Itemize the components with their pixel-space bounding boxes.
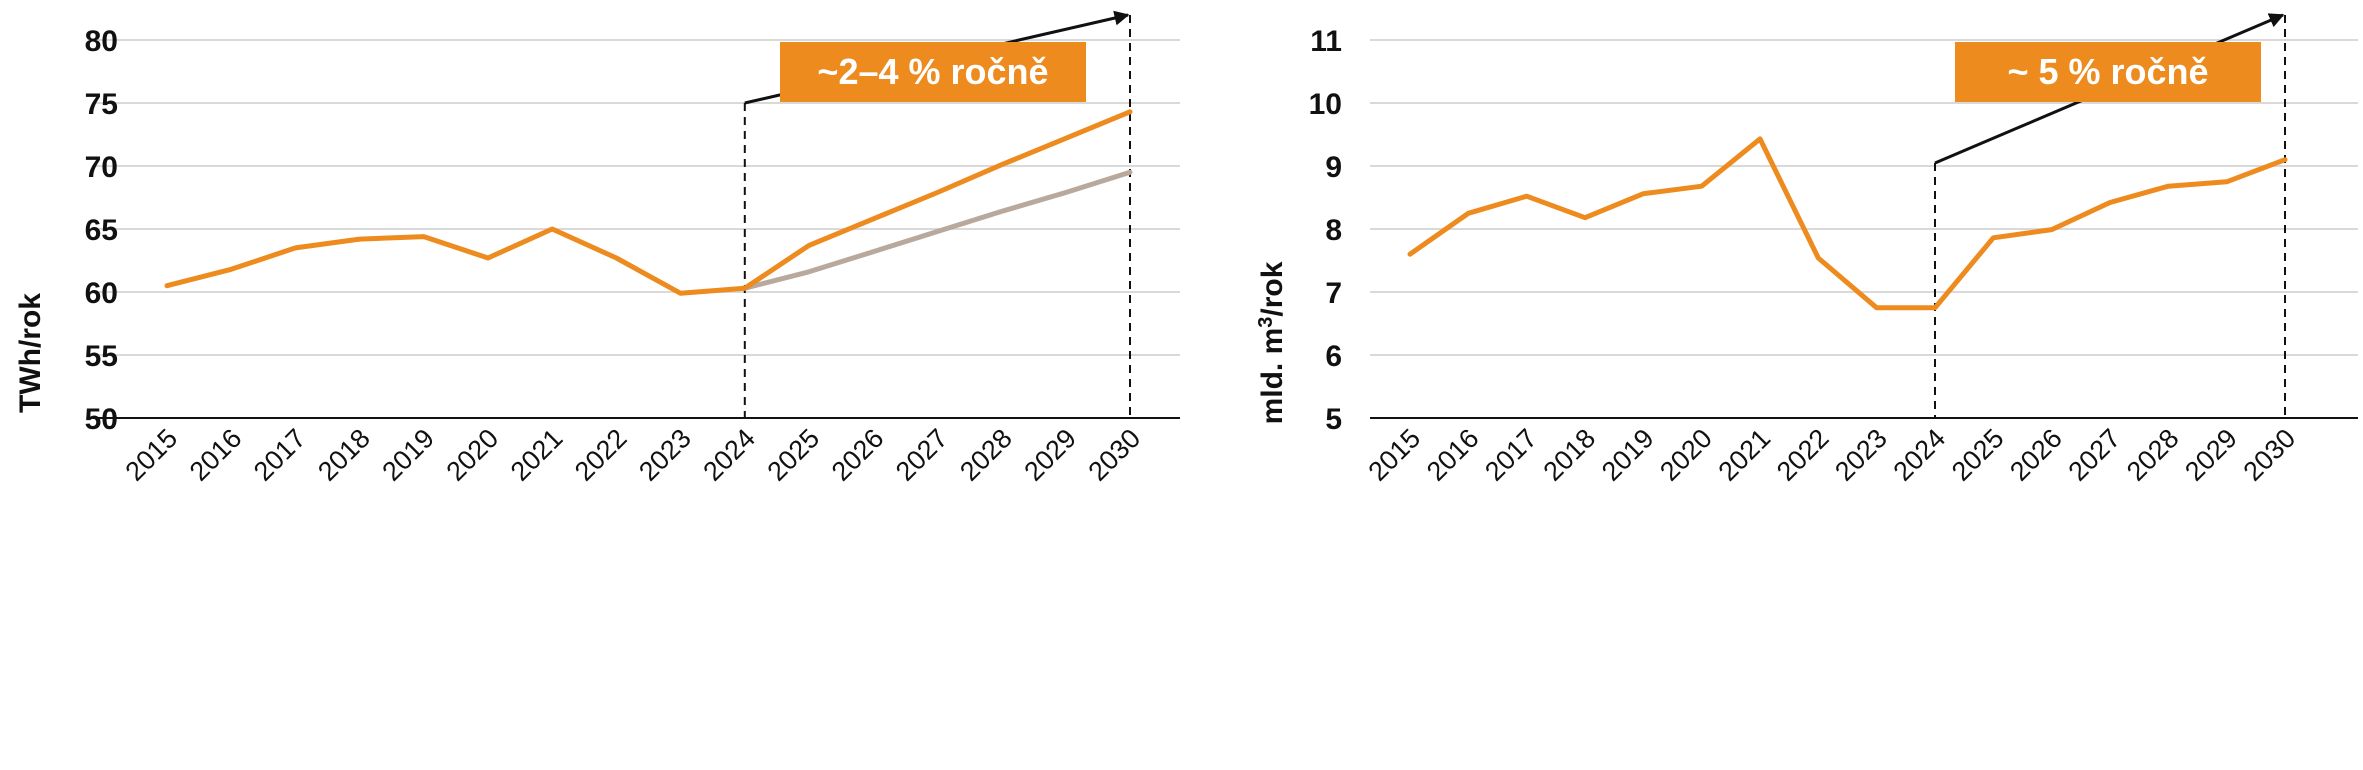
x-tick-label: 2029 — [1018, 423, 1082, 487]
x-tick-label: 2024 — [1888, 423, 1952, 487]
y-tick-label: 6 — [1325, 340, 1342, 373]
y-axis-label-main: mld. m — [1256, 328, 1289, 425]
y-tick-label: 75 — [85, 88, 118, 121]
y-tick-label: 11 — [1310, 25, 1342, 58]
x-tick-label: 2018 — [1538, 423, 1602, 487]
y-tick-label: 80 — [85, 25, 118, 58]
annotation-badge-bg — [780, 42, 1086, 102]
y-axis-label: mld. m3/rok — [1255, 261, 1289, 424]
x-tick-label: 2017 — [248, 423, 312, 487]
x-tick-label: 2020 — [441, 423, 505, 487]
x-tick-label: 2025 — [762, 423, 826, 487]
series-line-orange — [1407, 136, 2288, 311]
x-tick-label: 2017 — [1479, 423, 1543, 487]
x-tick-label: 2021 — [1713, 423, 1777, 487]
gridlines — [92, 39, 1180, 419]
x-tick-label: 2024 — [697, 423, 761, 487]
y-axis-label-tail: /rok — [1256, 261, 1289, 316]
x-tick-label: 2023 — [1829, 423, 1893, 487]
annotation-badge: ~2–4 % ročně — [780, 42, 1086, 102]
x-tick-label: 2027 — [890, 423, 954, 487]
x-tick-label: 2015 — [120, 423, 184, 487]
x-tick-label: 2028 — [2121, 423, 2185, 487]
x-tick-label: 2029 — [2179, 423, 2243, 487]
y-tick-label: 55 — [85, 340, 118, 373]
y-tick-label: 9 — [1325, 151, 1342, 184]
x-tick-label: 2019 — [1596, 423, 1660, 487]
y-tick-label: 60 — [85, 277, 118, 310]
y-tick-label: 10 — [1309, 88, 1342, 121]
x-tick-label: 2026 — [826, 423, 890, 487]
x-tick-label: 2016 — [184, 423, 248, 487]
x-tick-label: 2020 — [1654, 423, 1718, 487]
y-tick-label: 5 — [1325, 403, 1342, 436]
x-tick-label: 2030 — [1083, 423, 1147, 487]
x-tick-label: 2027 — [2063, 423, 2127, 487]
x-tick-label: 2026 — [2004, 423, 2068, 487]
y-tick-label: 65 — [85, 214, 118, 247]
y-tick-label: 7 — [1325, 277, 1342, 310]
x-tick-label: 2019 — [376, 423, 440, 487]
x-tick-label: 2028 — [954, 423, 1018, 487]
series-lines — [164, 109, 1133, 296]
x-tick-labels: 2015201620172018201920202021202220232024… — [1363, 423, 2302, 487]
x-tick-label: 2016 — [1421, 423, 1485, 487]
x-tick-label: 2021 — [505, 423, 569, 487]
annotation-badge: ~ 5 % ročně — [1955, 42, 2261, 102]
y-tick-label: 8 — [1325, 214, 1342, 247]
annotation-badge-bg — [1955, 42, 2261, 102]
annotation-badge-text: ~2–4 % ročně — [817, 51, 1048, 92]
y-axis-label: TWh/rok — [14, 293, 47, 413]
x-tick-label: 2022 — [569, 423, 633, 487]
series-line-gray — [742, 169, 1133, 291]
x-tick-label: 2025 — [1946, 423, 2010, 487]
series-line-orange — [164, 109, 1133, 296]
x-tick-label: 2015 — [1363, 423, 1427, 487]
x-tick-label: 2018 — [312, 423, 376, 487]
series-lines — [1407, 136, 2288, 311]
y-tick-label: 50 — [85, 403, 118, 436]
y-tick-labels: 5 6 7 8 9 10 11 — [1309, 25, 1342, 436]
y-tick-label: 70 — [85, 151, 118, 184]
x-tick-label: 2022 — [1771, 423, 1835, 487]
y-axis-label-sup: 3 — [1255, 317, 1277, 328]
annotation-badge-text: ~ 5 % ročně — [2007, 51, 2208, 92]
y-tick-labels: 50 55 60 65 70 75 80 — [85, 25, 118, 436]
x-tick-label: 2030 — [2238, 423, 2302, 487]
x-tick-label: 2023 — [633, 423, 697, 487]
gridlines — [1370, 39, 2358, 419]
